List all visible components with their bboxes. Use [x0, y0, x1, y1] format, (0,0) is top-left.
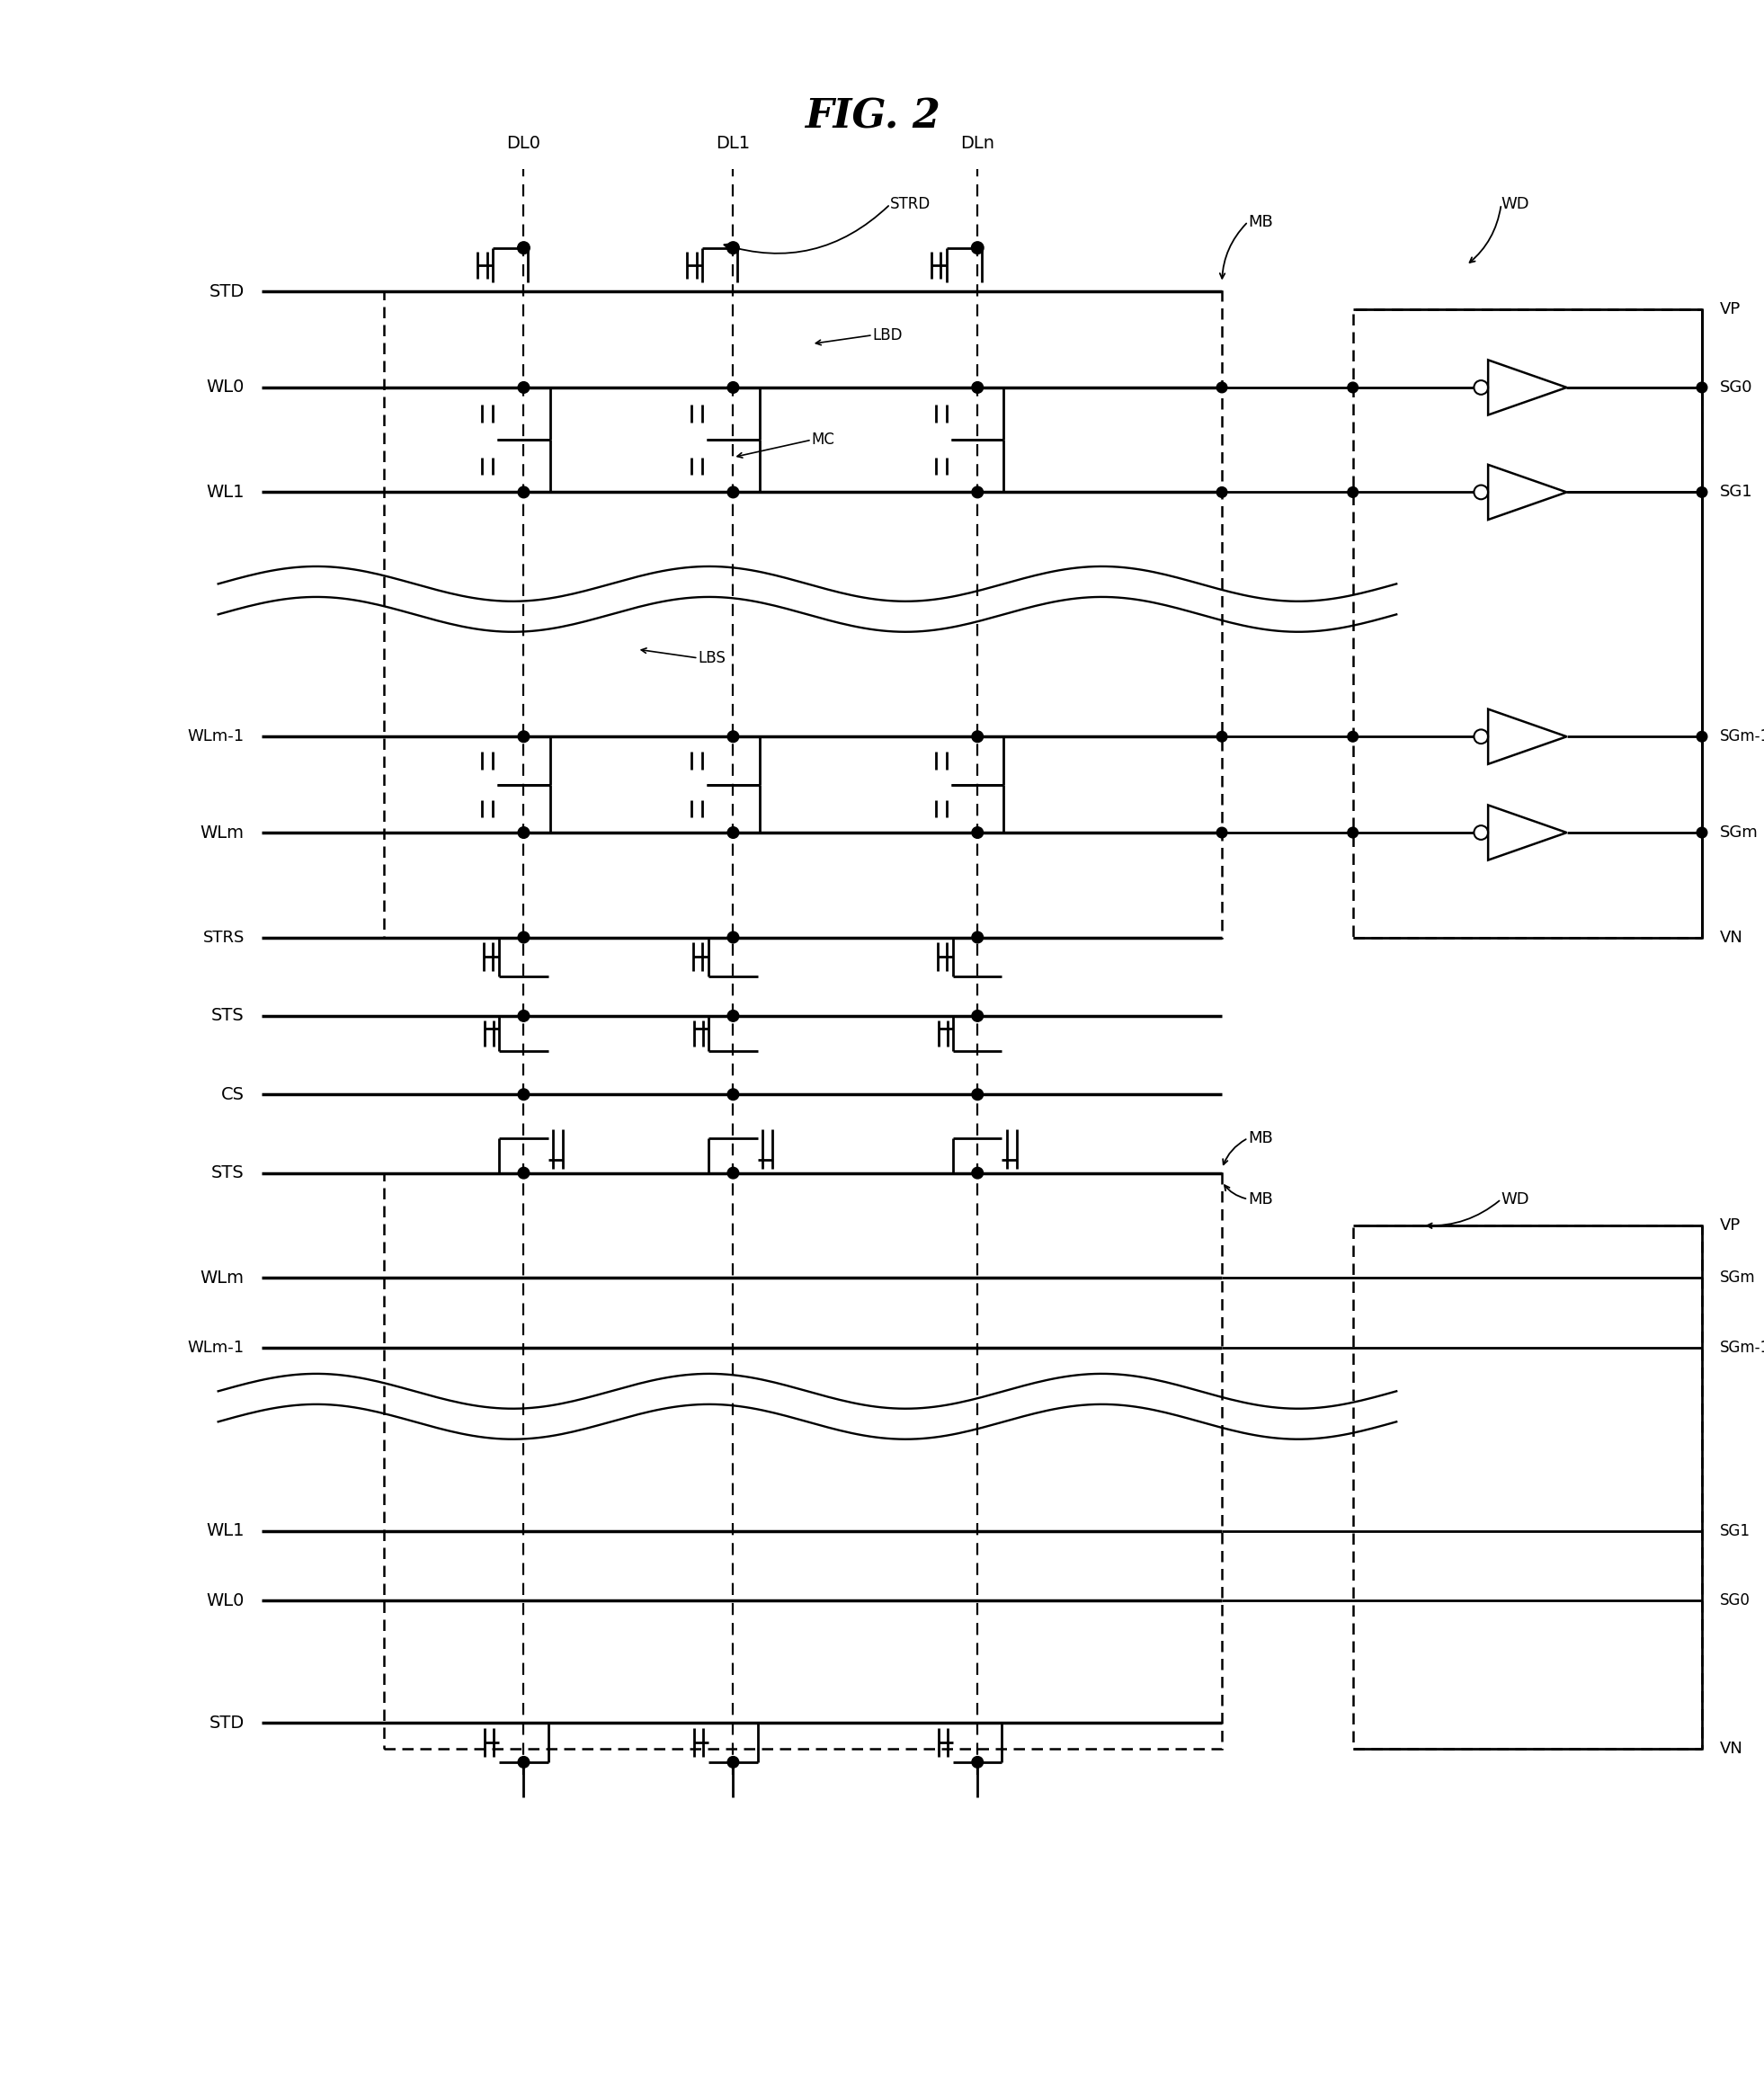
Text: MB: MB	[1249, 213, 1274, 229]
Circle shape	[972, 382, 983, 394]
Text: VP: VP	[1720, 1218, 1741, 1234]
Text: WLm-1: WLm-1	[187, 1339, 245, 1355]
Circle shape	[517, 242, 529, 254]
Text: VN: VN	[1720, 1741, 1743, 1758]
Text: LBS: LBS	[699, 651, 727, 665]
Text: DL0: DL0	[506, 136, 542, 152]
Circle shape	[1697, 828, 1708, 838]
Circle shape	[1697, 382, 1708, 392]
Circle shape	[727, 1088, 739, 1101]
Text: VN: VN	[1720, 930, 1743, 945]
Text: SG0: SG0	[1720, 1593, 1750, 1610]
Circle shape	[1217, 732, 1228, 742]
Text: WLm: WLm	[201, 1270, 245, 1286]
Text: STD: STD	[210, 284, 245, 300]
Circle shape	[519, 732, 529, 742]
Text: MC: MC	[811, 432, 834, 448]
Text: WD: WD	[1501, 1191, 1529, 1207]
Circle shape	[519, 828, 529, 838]
Circle shape	[519, 382, 529, 394]
Text: CS: CS	[220, 1086, 245, 1103]
Text: MB: MB	[1249, 1191, 1274, 1207]
Circle shape	[727, 486, 739, 498]
Circle shape	[972, 1088, 983, 1101]
Circle shape	[519, 486, 529, 498]
Circle shape	[727, 1168, 739, 1178]
Circle shape	[972, 932, 983, 942]
Circle shape	[519, 1168, 529, 1178]
Circle shape	[972, 732, 983, 742]
Circle shape	[519, 932, 529, 942]
Text: SGm-1: SGm-1	[1720, 1339, 1764, 1355]
Circle shape	[727, 1011, 739, 1022]
Text: VP: VP	[1720, 300, 1741, 317]
Circle shape	[519, 1088, 529, 1101]
Circle shape	[727, 1756, 739, 1768]
Text: FIG. 2: FIG. 2	[804, 98, 940, 136]
Circle shape	[727, 828, 739, 838]
Text: SG1: SG1	[1720, 1522, 1750, 1539]
Text: SGm: SGm	[1720, 1270, 1755, 1286]
Circle shape	[1348, 488, 1358, 498]
Text: MB: MB	[1249, 1130, 1274, 1147]
Text: SGm-1: SGm-1	[1720, 728, 1764, 744]
Circle shape	[519, 1756, 529, 1768]
Text: WL1: WL1	[206, 484, 245, 500]
Text: WLm: WLm	[201, 824, 245, 840]
Text: DL1: DL1	[716, 136, 750, 152]
Text: SGm: SGm	[1720, 824, 1759, 840]
Circle shape	[1348, 732, 1358, 742]
Circle shape	[1697, 732, 1708, 742]
Circle shape	[1217, 828, 1228, 838]
Circle shape	[727, 382, 739, 394]
Circle shape	[519, 1011, 529, 1022]
Text: SG0: SG0	[1720, 379, 1752, 396]
Text: STRD: STRD	[891, 196, 931, 213]
Circle shape	[1348, 382, 1358, 392]
Circle shape	[1217, 382, 1228, 392]
Circle shape	[972, 242, 984, 254]
Circle shape	[972, 1011, 983, 1022]
Text: WL1: WL1	[206, 1522, 245, 1539]
Text: STD: STD	[210, 1714, 245, 1731]
Circle shape	[1217, 488, 1228, 498]
Circle shape	[727, 732, 739, 742]
Text: WL0: WL0	[206, 379, 245, 396]
Circle shape	[1348, 828, 1358, 838]
Text: LBD: LBD	[873, 327, 903, 344]
Text: SG1: SG1	[1720, 484, 1752, 500]
Text: DLn: DLn	[960, 136, 995, 152]
Text: WD: WD	[1501, 196, 1529, 213]
Circle shape	[727, 242, 739, 254]
Text: STS: STS	[212, 1163, 245, 1182]
Circle shape	[727, 932, 739, 942]
Circle shape	[1697, 488, 1708, 498]
Text: WLm-1: WLm-1	[187, 728, 245, 744]
Text: STS: STS	[212, 1007, 245, 1024]
Circle shape	[972, 1168, 983, 1178]
Circle shape	[972, 828, 983, 838]
Circle shape	[972, 1756, 983, 1768]
Circle shape	[972, 486, 983, 498]
Text: STRS: STRS	[203, 930, 245, 945]
Text: WL0: WL0	[206, 1593, 245, 1610]
